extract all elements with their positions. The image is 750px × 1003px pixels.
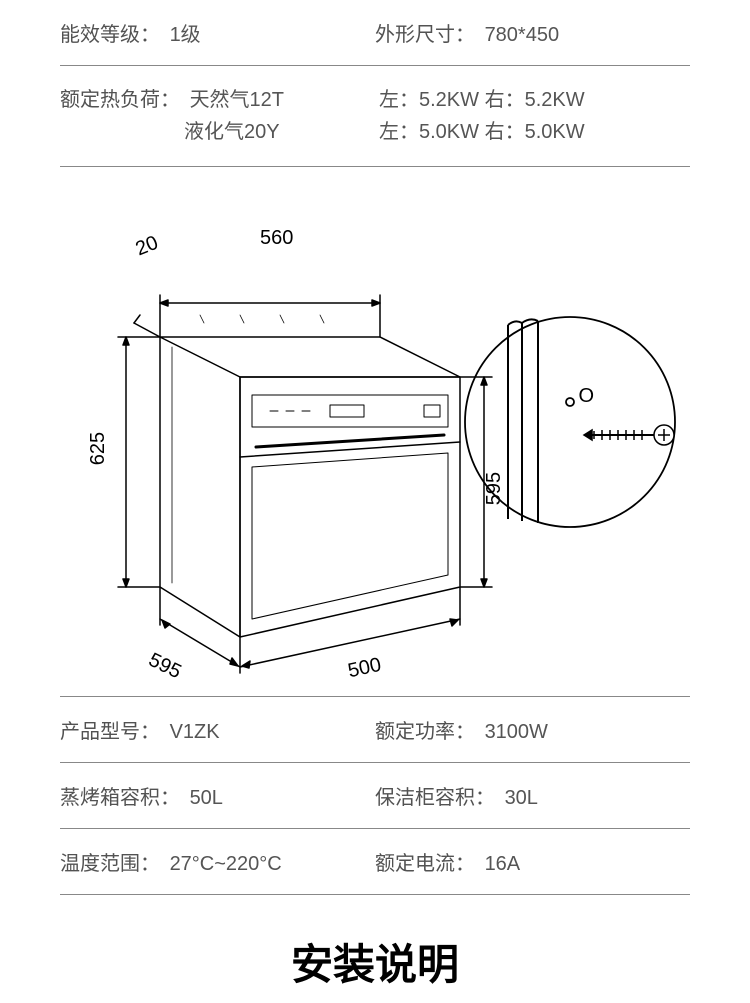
spec-value: 780*450 [485, 24, 560, 46]
spec-row: 蒸烤箱容积： 50L 保洁柜容积： 30L [60, 762, 690, 828]
footer-title: 安装说明 [60, 931, 690, 992]
spec-value: 1级 [170, 24, 201, 46]
spec-label: 蒸烤箱容积： [60, 787, 180, 809]
spec-label: 外形尺寸： [375, 24, 475, 46]
oven-diagram-svg [80, 247, 510, 687]
spec-row: 额定热负荷： 天然气12T 液化气20Y 左：5.2KW 右：5.2KW 左：5… [60, 65, 690, 166]
spec-label: 保洁柜容积： [375, 787, 495, 809]
dim-left: 625 [87, 432, 110, 465]
spec-label: 温度范围： [60, 853, 160, 875]
spec-value: 27°C~220°C [170, 853, 282, 875]
spec-value: 天然气12T [190, 89, 284, 111]
dimension-diagram: 560 20 625 595 595 500 [60, 166, 690, 696]
spec-label: 额定热负荷： [60, 89, 180, 111]
spec-value: 3100W [485, 721, 548, 743]
spec-value: 50L [190, 787, 223, 809]
spec-value: 液化气20Y [184, 121, 280, 143]
spec-value: 30L [505, 787, 538, 809]
spec-value: 左：5.2KW 右：5.2KW [379, 89, 585, 111]
detail-label: O [578, 385, 594, 408]
spec-value: 左：5.0KW 右：5.0KW [379, 121, 585, 143]
dim-top: 560 [260, 227, 293, 250]
spec-value: V1ZK [170, 721, 220, 743]
detail-circle-svg [460, 307, 700, 537]
spec-row: 温度范围： 27°C~220°C 额定电流： 16A [60, 828, 690, 895]
spec-value: 16A [485, 853, 521, 875]
spec-label: 能效等级： [60, 24, 160, 46]
spec-label: 额定电流： [375, 853, 475, 875]
spec-label: 产品型号： [60, 721, 160, 743]
spec-row: 产品型号： V1ZK 额定功率： 3100W [60, 696, 690, 762]
spec-label: 额定功率： [375, 721, 475, 743]
spec-row: 能效等级： 1级 外形尺寸： 780*450 [60, 0, 690, 65]
